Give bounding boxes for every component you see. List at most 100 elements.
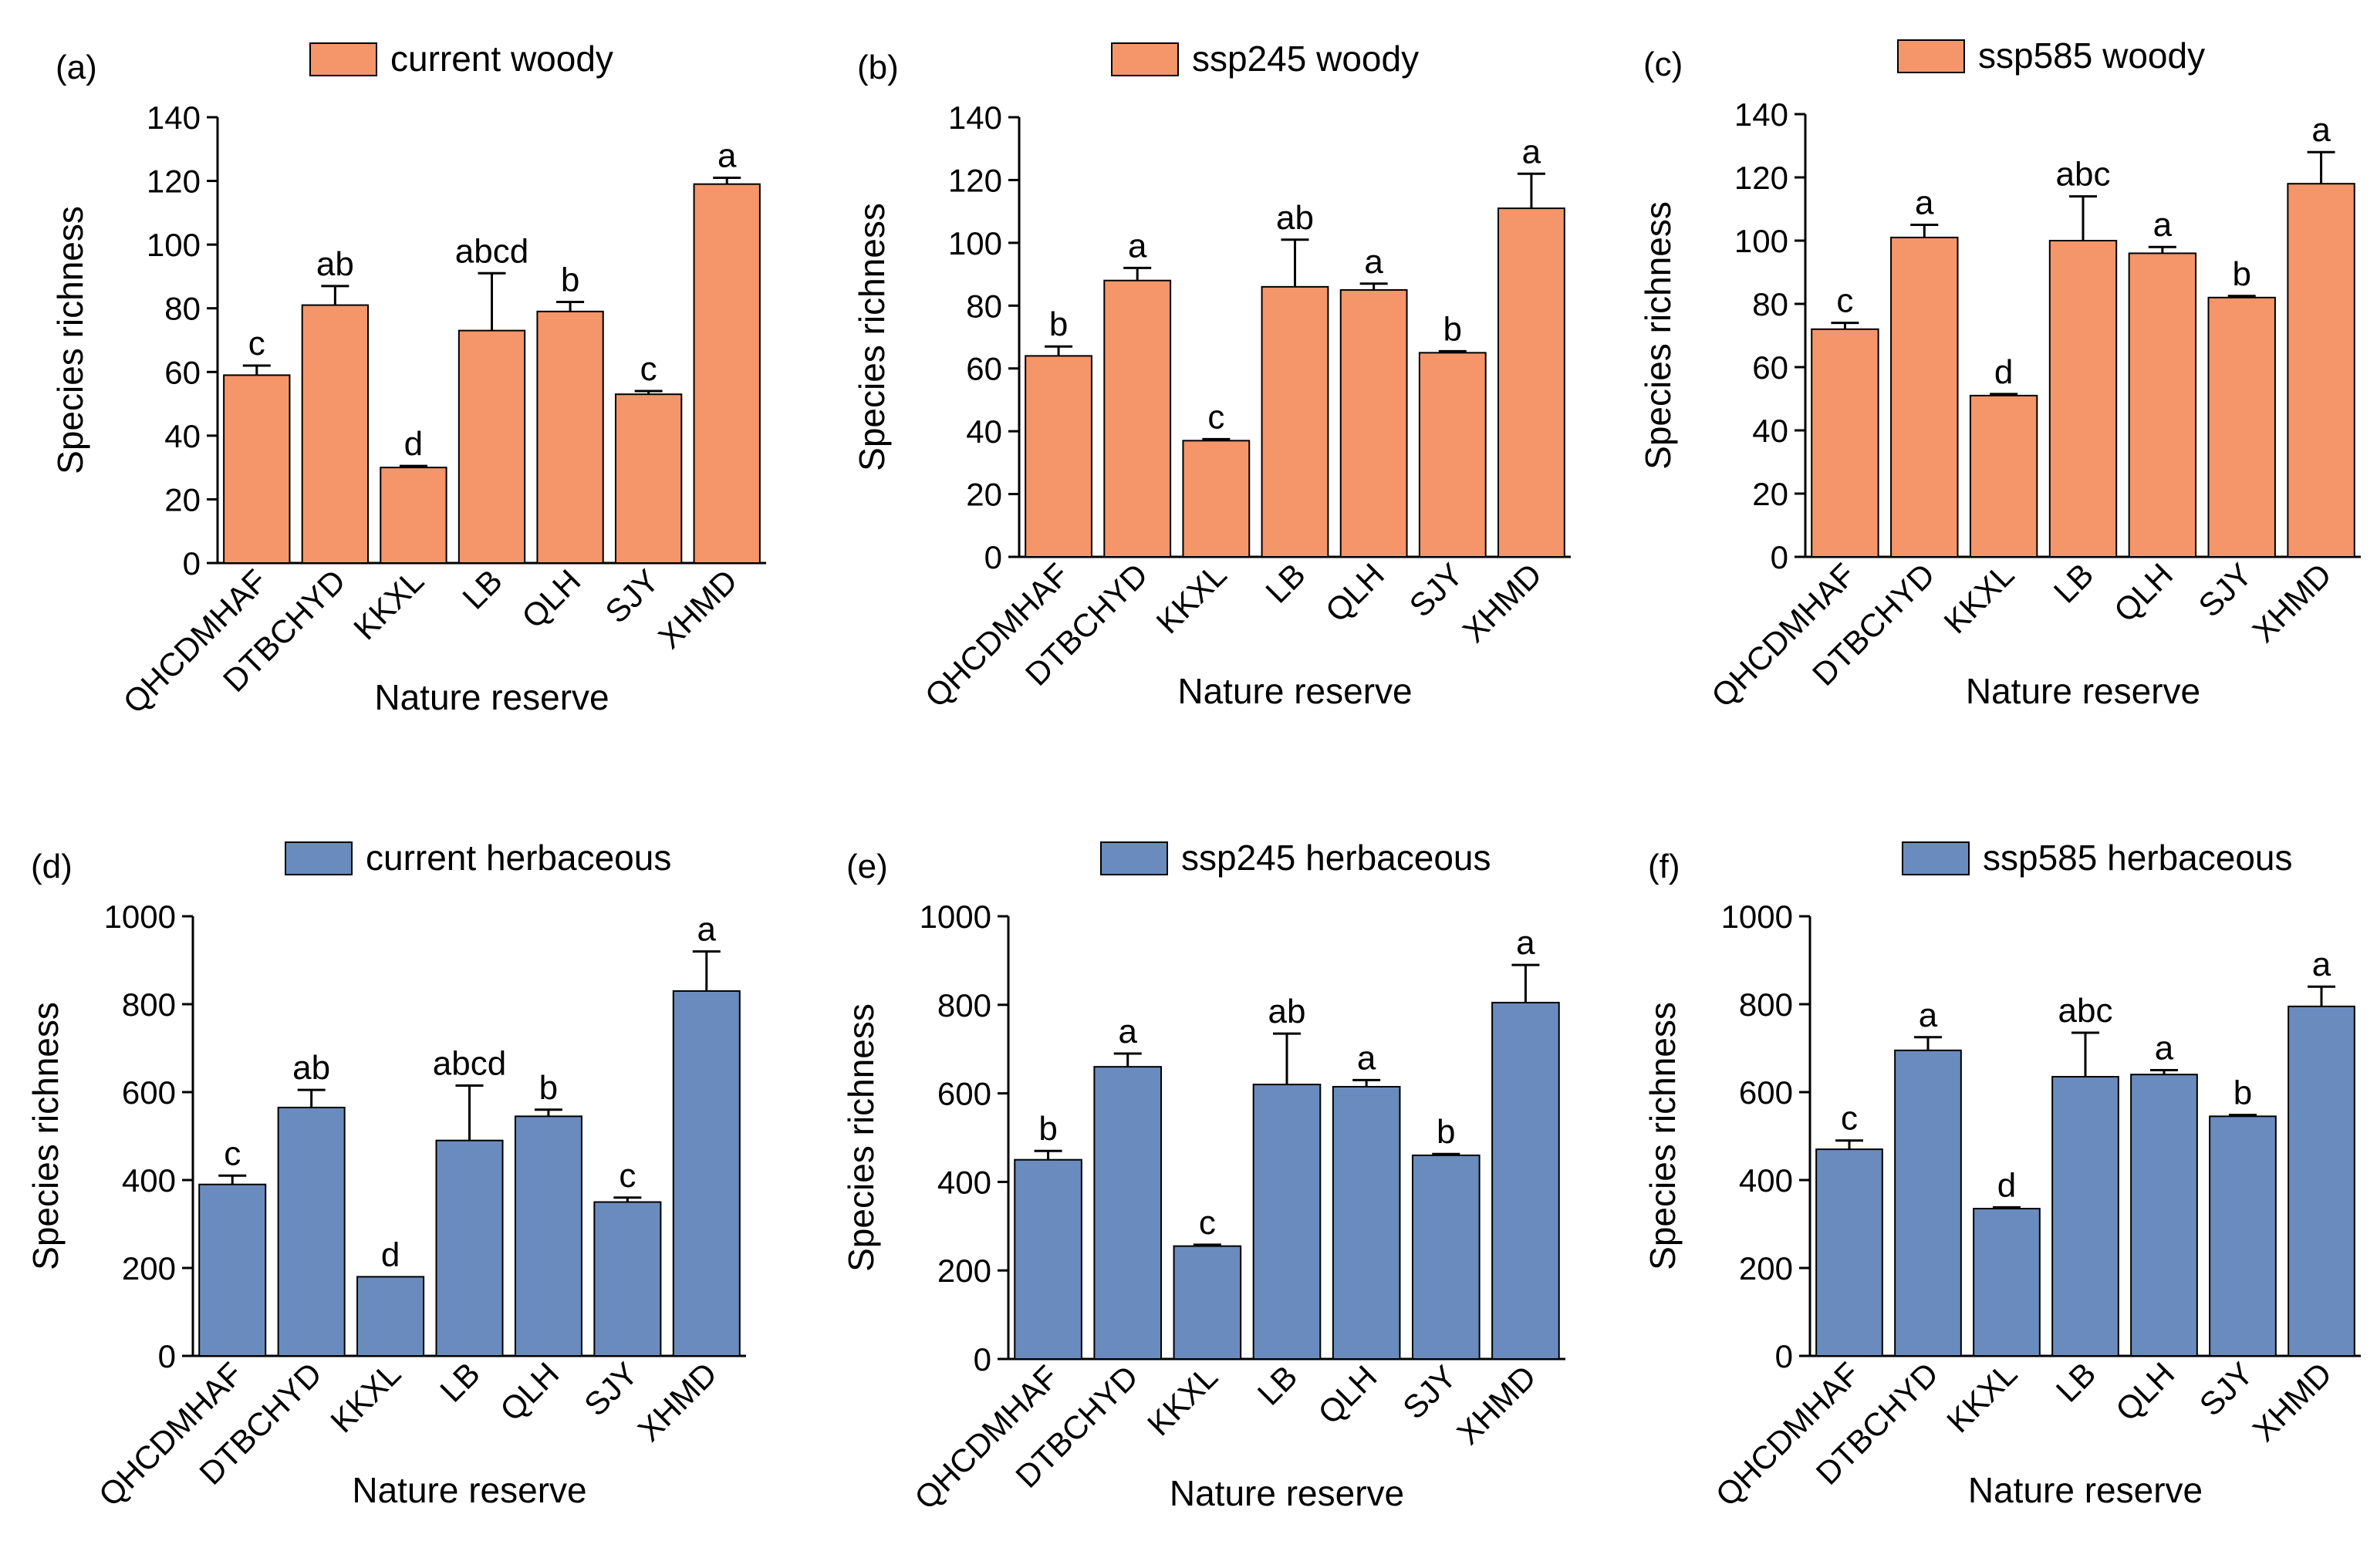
y-tick-label: 20 bbox=[966, 477, 1002, 513]
bar-qlh bbox=[1332, 1085, 1401, 1360]
x-axis-title: Nature reserve bbox=[1966, 671, 2200, 711]
bar-dtbchyd bbox=[1894, 1049, 1962, 1357]
legend-swatch bbox=[1902, 841, 1970, 875]
y-tick-label: 0 bbox=[183, 545, 201, 582]
x-tick-label: XHMD bbox=[651, 562, 745, 656]
y-tick-label: 800 bbox=[1739, 986, 1793, 1023]
chart-panel-4: (e) ssp245 herbaceous 0 200 400 600 800 1000 Spe… bbox=[841, 838, 1565, 1516]
bar-qlh bbox=[2130, 1074, 2198, 1357]
bar-xhmd bbox=[1491, 1001, 1560, 1361]
x-tick-label: QLH bbox=[1318, 556, 1391, 629]
x-tick-label: QLH bbox=[2107, 556, 2179, 629]
bar-qlh bbox=[2128, 252, 2197, 558]
bar-xhmd bbox=[1497, 207, 1565, 558]
x-tick-label: KKXL bbox=[1140, 1358, 1224, 1442]
y-tick-label: 600 bbox=[1739, 1074, 1793, 1111]
y-tick-label: 600 bbox=[122, 1074, 176, 1111]
x-tick-label: KKXL bbox=[1936, 556, 2021, 640]
x-tick-label: QLH bbox=[2109, 1355, 2181, 1428]
y-tick-label: 60 bbox=[164, 354, 201, 390]
significance-letter: b bbox=[1038, 1110, 1057, 1148]
x-tick-label: XHMD bbox=[2246, 1355, 2339, 1448]
x-tick-label: XHMD bbox=[630, 1355, 724, 1448]
x-axis-title: Nature reserve bbox=[352, 1470, 586, 1510]
y-tick-label: 80 bbox=[966, 288, 1002, 324]
bar-lb bbox=[2051, 1076, 2119, 1357]
significance-letter: a bbox=[2311, 111, 2331, 149]
y-axis-title: Species richness bbox=[852, 203, 892, 471]
significance-letter: c bbox=[1836, 282, 1853, 320]
bar-dtbchyd bbox=[1890, 236, 1959, 558]
x-tick-label: LB bbox=[455, 562, 509, 616]
y-tick-label: 80 bbox=[1752, 286, 1788, 322]
x-tick-label: QLH bbox=[1311, 1358, 1383, 1431]
legend-swatch bbox=[309, 42, 377, 76]
legend-label: current woody bbox=[390, 39, 613, 79]
significance-letter: d bbox=[404, 425, 423, 463]
y-tick-label: 140 bbox=[147, 99, 201, 136]
panel-label: (f) bbox=[1648, 848, 1680, 885]
bar-qlh bbox=[1339, 288, 1408, 558]
y-axis-title: Species richness bbox=[1643, 1002, 1683, 1270]
significance-letter: abcd bbox=[455, 232, 528, 270]
bar-xhmd bbox=[2287, 183, 2355, 558]
legend-label: ssp585 woody bbox=[1978, 35, 2205, 76]
bar-qhcdmhaf bbox=[1815, 1148, 1883, 1357]
bar-qhcdmhaf bbox=[1014, 1158, 1082, 1360]
y-tick-label: 100 bbox=[147, 227, 201, 263]
panel-label: (e) bbox=[846, 848, 888, 885]
significance-letter: d bbox=[1994, 353, 2013, 391]
chart-panel-3: (d) current herbaceous 0 200 400 600 800 1000 Sp… bbox=[25, 838, 746, 1513]
y-tick-label: 40 bbox=[164, 418, 201, 454]
bar-lb bbox=[435, 1139, 504, 1357]
y-tick-label: 140 bbox=[1734, 96, 1788, 133]
x-tick-label: XHMD bbox=[1456, 556, 1549, 649]
legend-label: ssp585 herbaceous bbox=[1983, 838, 2293, 878]
significance-letter: c bbox=[1207, 398, 1224, 436]
legend-swatch bbox=[1100, 841, 1168, 875]
x-tick-label: SJY bbox=[2191, 556, 2259, 624]
significance-letter: c bbox=[224, 1135, 241, 1172]
bar-kkxl bbox=[1973, 1208, 2041, 1357]
panel-label: (d) bbox=[31, 848, 73, 885]
bar-sjy bbox=[2209, 1115, 2277, 1357]
significance-letter: a bbox=[1128, 227, 1147, 265]
bar-xhmd bbox=[2288, 1005, 2355, 1357]
x-tick-label: LB bbox=[2049, 1355, 2103, 1409]
bar-sjy bbox=[1418, 352, 1487, 558]
significance-letter: a bbox=[1118, 1013, 1137, 1050]
panel-label: (a) bbox=[56, 49, 97, 86]
significance-letter: abcd bbox=[433, 1044, 506, 1082]
x-tick-label: LB bbox=[1251, 1358, 1305, 1412]
bar-dtbchyd bbox=[1103, 279, 1172, 558]
y-axis-title: Species richness bbox=[50, 206, 90, 474]
significance-letter: abc bbox=[2058, 992, 2113, 1030]
y-tick-label: 1000 bbox=[104, 899, 176, 935]
x-axis-title: Nature reserve bbox=[1170, 1473, 1404, 1513]
y-tick-label: 120 bbox=[948, 162, 1002, 198]
significance-letter: a bbox=[1364, 243, 1383, 281]
significance-letter: a bbox=[2312, 946, 2331, 983]
x-tick-label: SJY bbox=[577, 1355, 645, 1423]
y-tick-label: 140 bbox=[948, 99, 1002, 136]
x-tick-label: LB bbox=[433, 1355, 487, 1409]
x-tick-label: XHMD bbox=[1450, 1358, 1543, 1452]
bar-lb bbox=[2048, 240, 2118, 558]
y-tick-label: 0 bbox=[984, 539, 1002, 575]
bar-kkxl bbox=[356, 1276, 425, 1357]
legend-swatch bbox=[1111, 42, 1179, 76]
bar-kkxl bbox=[380, 467, 447, 565]
y-tick-label: 400 bbox=[122, 1162, 176, 1199]
y-tick-label: 200 bbox=[122, 1250, 176, 1286]
x-tick-label: KKXL bbox=[346, 562, 430, 646]
legend-label: ssp245 herbaceous bbox=[1181, 838, 1491, 878]
bar-lb bbox=[1261, 285, 1329, 558]
bar-qlh bbox=[536, 310, 604, 564]
y-tick-label: 400 bbox=[1739, 1162, 1793, 1199]
x-tick-label: KKXL bbox=[1940, 1355, 2024, 1439]
bar-kkxl bbox=[1182, 440, 1251, 558]
significance-letter: b bbox=[561, 261, 579, 298]
bar-dtbchyd bbox=[277, 1106, 346, 1357]
bar-qhcdmhaf bbox=[223, 374, 291, 564]
